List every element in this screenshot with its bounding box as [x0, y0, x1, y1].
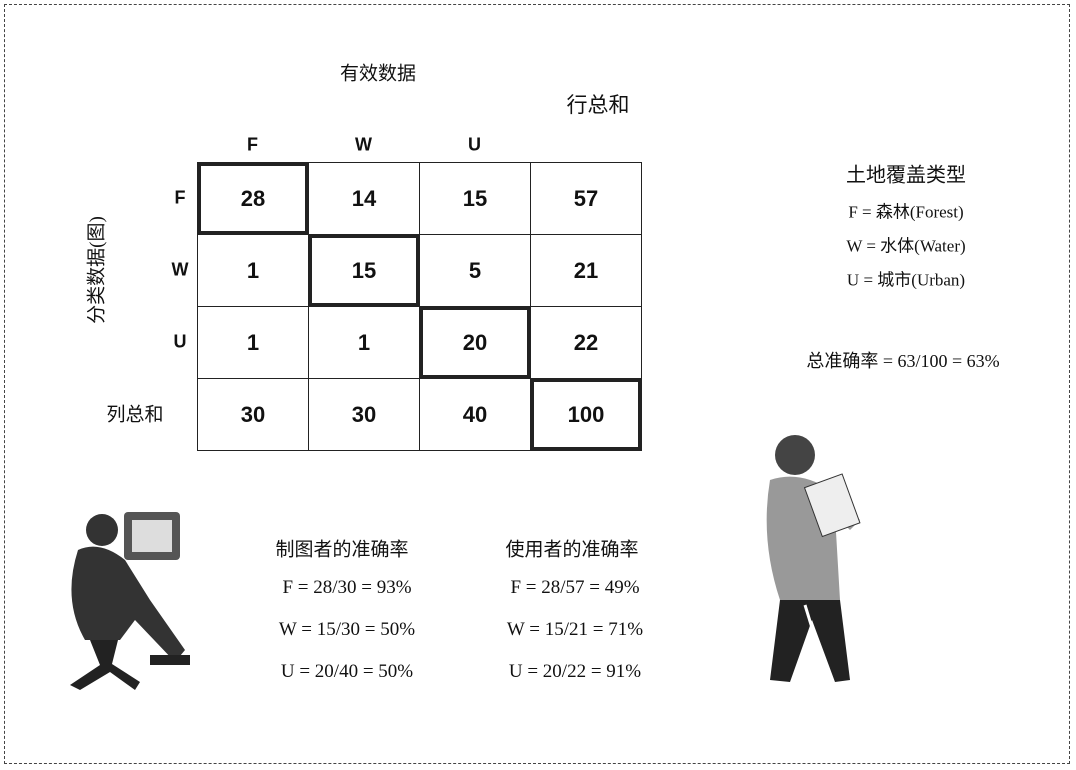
user-item: W = 15/21 = 71% — [506, 619, 644, 640]
matrix-cell: 15 — [308, 234, 420, 307]
row-axis-label: 分类数据(图) — [86, 216, 108, 324]
column-label: U — [468, 134, 481, 155]
producer-item: U = 20/40 = 50% — [280, 661, 414, 682]
legend-item: F = 森林(Forest) — [848, 202, 964, 222]
matrix-cell: 21 — [530, 234, 642, 307]
frame — [4, 4, 1070, 764]
producer-item: F = 28/30 = 93% — [282, 577, 412, 598]
matrix-cell: 22 — [530, 306, 642, 379]
matrix-cell: 1 — [197, 306, 309, 379]
row-label: F — [174, 187, 186, 208]
matrix-cell: 40 — [419, 378, 531, 451]
matrix-cell: 14 — [308, 162, 420, 235]
matrix-cell: 1 — [197, 234, 309, 307]
row-total-header: 行总和 — [566, 93, 630, 117]
producer-title: 制图者的准确率 — [275, 539, 409, 561]
user-title: 使用者的准确率 — [505, 539, 639, 561]
legend-item: U = 城市(Urban) — [846, 270, 966, 290]
overall-accuracy: 总准确率 = 63/100 = 63% — [806, 351, 1000, 371]
matrix-cell: 15 — [419, 162, 531, 235]
row-label: U — [173, 331, 187, 352]
matrix-cell: 57 — [530, 162, 642, 235]
column-total-label: 列总和 — [106, 404, 164, 426]
matrix-cell: 1 — [308, 306, 420, 379]
producer-item: W = 15/30 = 50% — [278, 619, 416, 640]
matrix-cell: 20 — [419, 306, 531, 379]
column-label: W — [355, 134, 372, 155]
matrix-cell: 100 — [530, 378, 642, 451]
matrix-cell: 28 — [197, 162, 309, 235]
matrix-cell: 30 — [197, 378, 309, 451]
user-item: U = 20/22 = 91% — [508, 661, 642, 682]
column-header: 有效数据 — [339, 63, 417, 85]
legend-item: W = 水体(Water) — [846, 236, 966, 256]
user-item: F = 28/57 = 49% — [510, 577, 640, 598]
matrix-cell: 5 — [419, 234, 531, 307]
matrix-cell: 30 — [308, 378, 420, 451]
column-label: F — [247, 134, 258, 155]
legend-title: 土地覆盖类型 — [846, 164, 966, 187]
row-label: W — [171, 259, 189, 280]
